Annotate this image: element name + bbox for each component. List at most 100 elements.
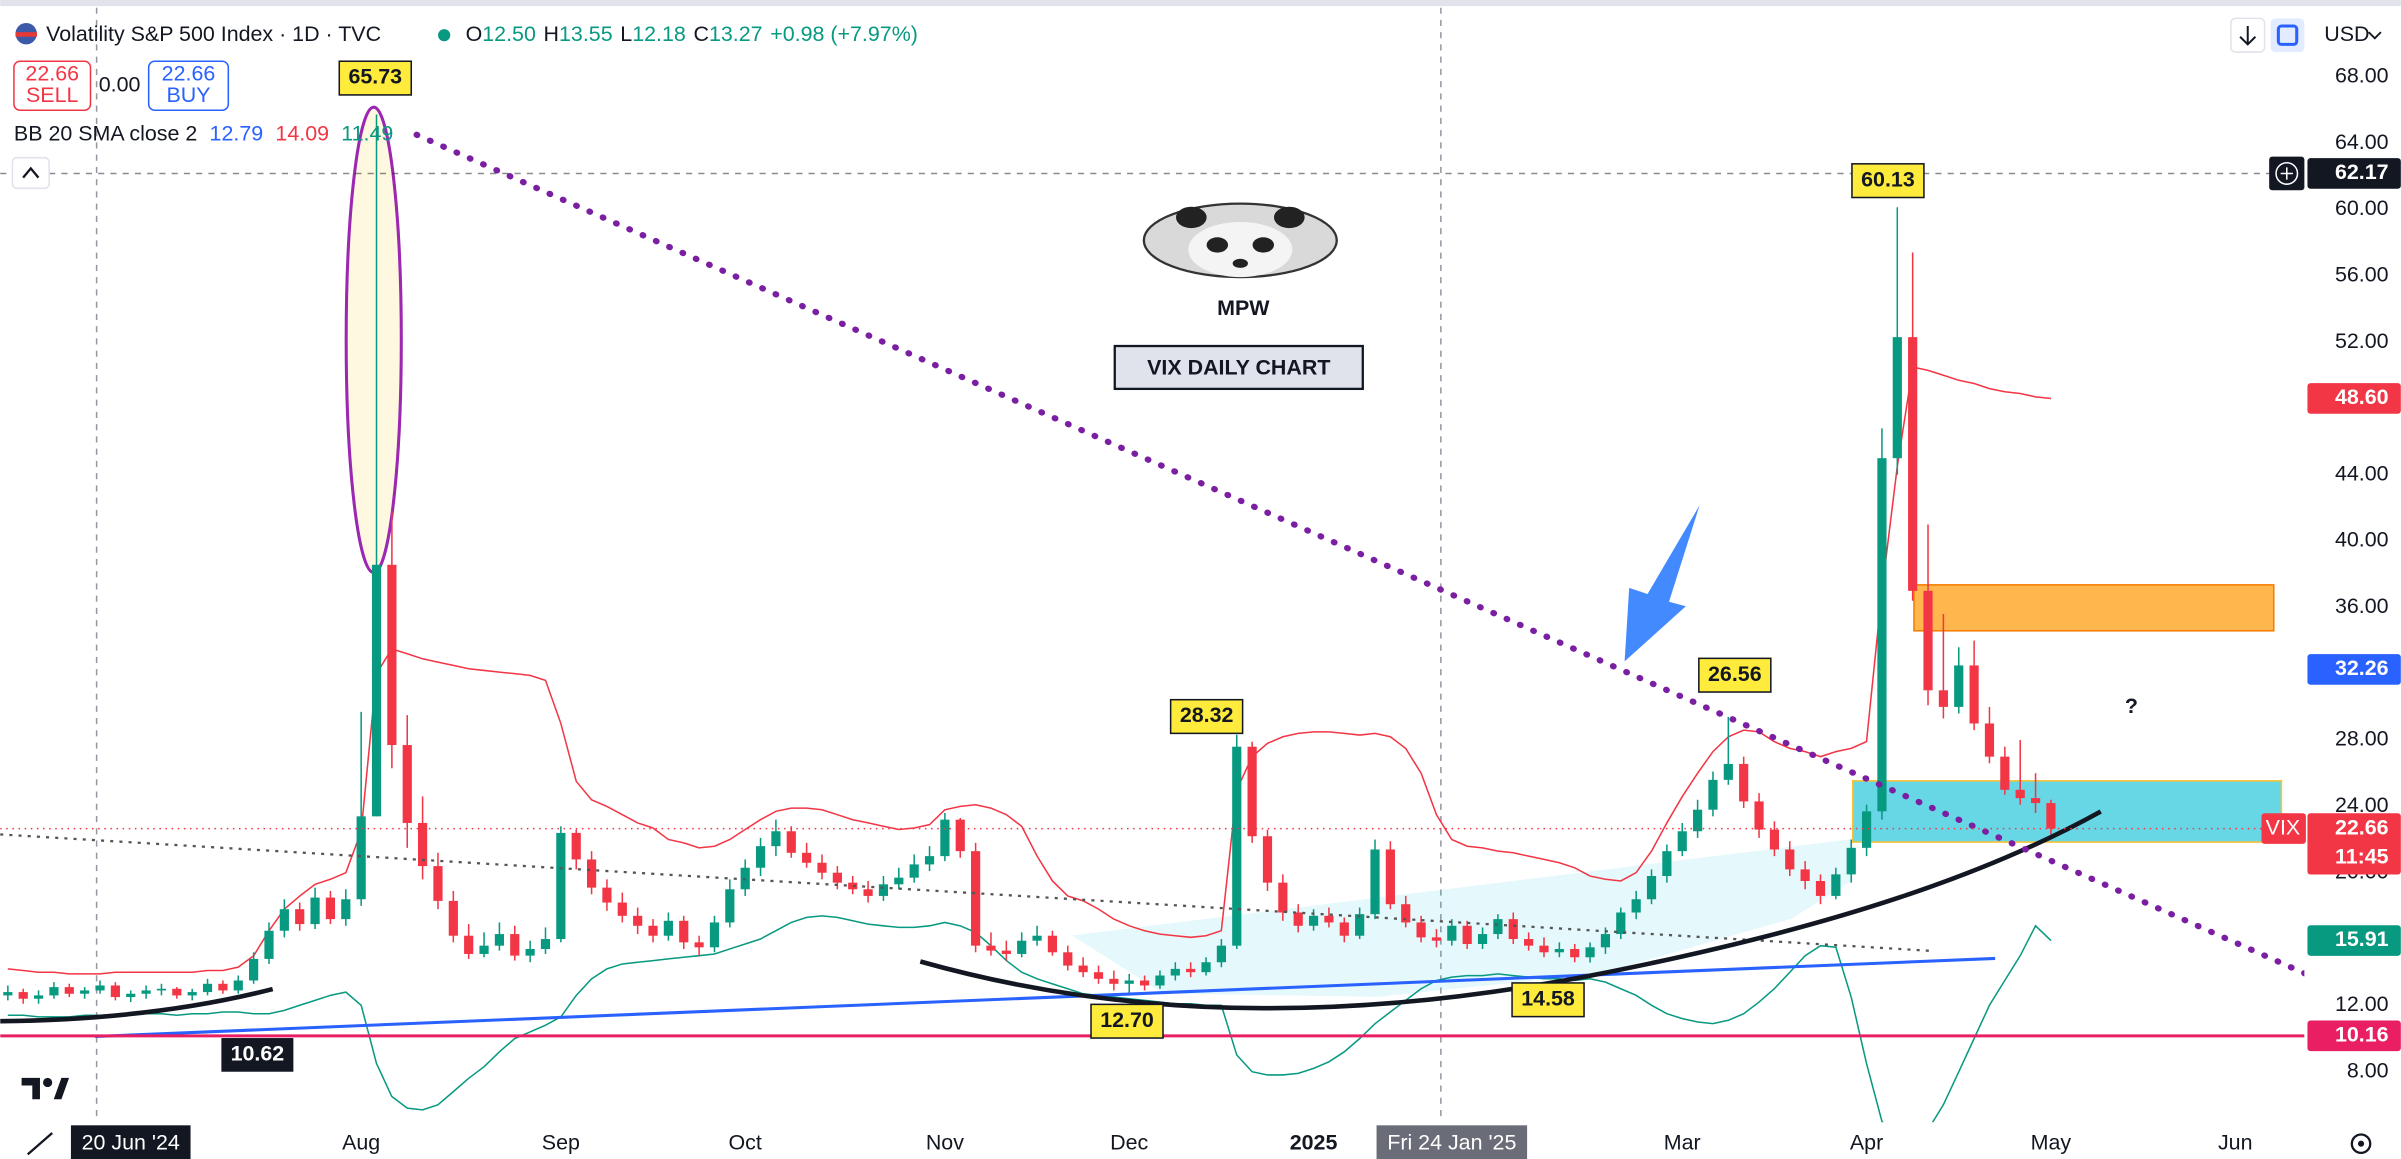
candle-body <box>786 831 796 853</box>
candle-body <box>18 992 28 999</box>
y-tick-label: 40.00 <box>2335 528 2389 552</box>
candle-body <box>1032 935 1042 941</box>
candle-body <box>940 819 950 857</box>
candle-body <box>894 877 904 885</box>
candle-body <box>725 889 735 923</box>
candle-body <box>1954 665 1964 707</box>
base-curve <box>919 809 2102 1011</box>
y-tick-label: 60.00 <box>2335 196 2389 220</box>
candle-body <box>2000 756 2010 790</box>
candle-body <box>586 859 597 888</box>
candle-body <box>694 942 704 948</box>
candle-body <box>1600 934 1611 948</box>
x-tick-label: 2025 <box>1290 1130 1338 1154</box>
candle-body <box>986 945 996 951</box>
sell-label[interactable]: SELL <box>26 83 78 107</box>
collapse-icon <box>22 166 40 179</box>
candle-body <box>540 939 551 949</box>
candle-body <box>1739 763 1749 802</box>
candle-body <box>832 872 842 883</box>
candle-body <box>1216 945 1226 963</box>
annotation-box <box>338 60 413 96</box>
symbol-title[interactable]: Volatility S&P 500 Index · 1D · TVC <box>46 22 381 46</box>
candle-body <box>909 864 919 878</box>
x-tick-label: Oct <box>729 1130 762 1154</box>
logo-image <box>1252 237 1274 253</box>
candle-body <box>202 983 213 993</box>
candle-body <box>571 832 581 860</box>
candle-body <box>64 987 74 994</box>
candle-body <box>295 909 305 925</box>
indicator-value: 14.09 <box>275 121 329 145</box>
candle-body <box>1493 919 1503 935</box>
support-trendline <box>95 956 1996 1039</box>
x-tick-label: Sep <box>542 1130 580 1154</box>
candle-body <box>2030 798 2041 804</box>
y-tick-label: 56.00 <box>2335 262 2389 286</box>
candle-body <box>1554 948 1564 953</box>
candle-body <box>1938 690 1948 707</box>
candle-body <box>141 990 151 994</box>
autoscale-button[interactable] <box>2270 18 2305 53</box>
x-tick-label: Jun <box>2218 1130 2253 1154</box>
candle-body <box>448 900 458 936</box>
candle-body <box>1677 831 1687 852</box>
y-tick-label: 8.00 <box>2347 1058 2389 1082</box>
band-line <box>7 915 2052 1123</box>
logo: MPW VIX DAILY CHART <box>1113 202 1364 391</box>
candle-body <box>648 925 658 936</box>
candle-body <box>3 992 13 996</box>
candle-body <box>1908 337 1918 591</box>
base-curve <box>0 986 274 1024</box>
candle-body <box>1892 337 1902 459</box>
candle-body <box>110 985 120 998</box>
buy-price[interactable]: 22.66 <box>162 62 216 86</box>
candle-body <box>1646 876 1657 900</box>
candle-body <box>1723 763 1733 780</box>
y-tick-label: 52.00 <box>2335 329 2389 353</box>
settings-icon <box>2357 1140 2365 1147</box>
x-tick-label: Nov <box>926 1130 964 1154</box>
candle-body <box>1017 940 1027 954</box>
x-tick-label: Dec <box>1110 1130 1148 1154</box>
currency[interactable]: USD <box>2324 22 2369 46</box>
buy-label[interactable]: BUY <box>166 83 210 107</box>
sell-price[interactable]: 22.66 <box>25 62 79 86</box>
candle-body <box>1047 935 1058 953</box>
candle-body <box>633 915 643 926</box>
candle-body <box>1278 882 1288 913</box>
candle-body <box>433 866 443 901</box>
candle-body <box>1355 914 1365 936</box>
candle-body <box>1385 849 1395 905</box>
sell-button[interactable] <box>13 60 92 112</box>
candle-body <box>387 564 397 746</box>
price-countdown: 11:45 <box>2335 844 2389 868</box>
candle-body <box>218 983 228 991</box>
drawing-tool-icon[interactable] <box>26 1132 53 1156</box>
candle-body <box>2046 803 2056 829</box>
price-label-box <box>2307 1020 2401 1052</box>
collapse-button[interactable] <box>11 156 50 190</box>
settings-icon[interactable] <box>2350 1133 2372 1155</box>
candle-body <box>1831 874 1841 896</box>
annotation-box <box>1851 163 1925 199</box>
price-label: 22.66 <box>2335 815 2389 839</box>
candle-body <box>233 980 243 991</box>
candle-body <box>80 990 90 994</box>
candle-body <box>1063 952 1073 966</box>
x-crosshair-box <box>70 1125 191 1159</box>
autoscale-icon <box>2276 24 2299 46</box>
candle-body <box>341 899 351 920</box>
candle-body <box>1324 915 1334 923</box>
price-label-box <box>2307 383 2401 414</box>
buy-button[interactable] <box>147 60 230 112</box>
annotation-box <box>1698 657 1772 693</box>
candle-body <box>1508 919 1518 940</box>
x-tick-label: Apr <box>1850 1130 1883 1154</box>
candle-body <box>1201 962 1211 973</box>
candle-body <box>1308 915 1319 926</box>
logo-image <box>1273 206 1305 229</box>
candle-body <box>802 852 812 863</box>
